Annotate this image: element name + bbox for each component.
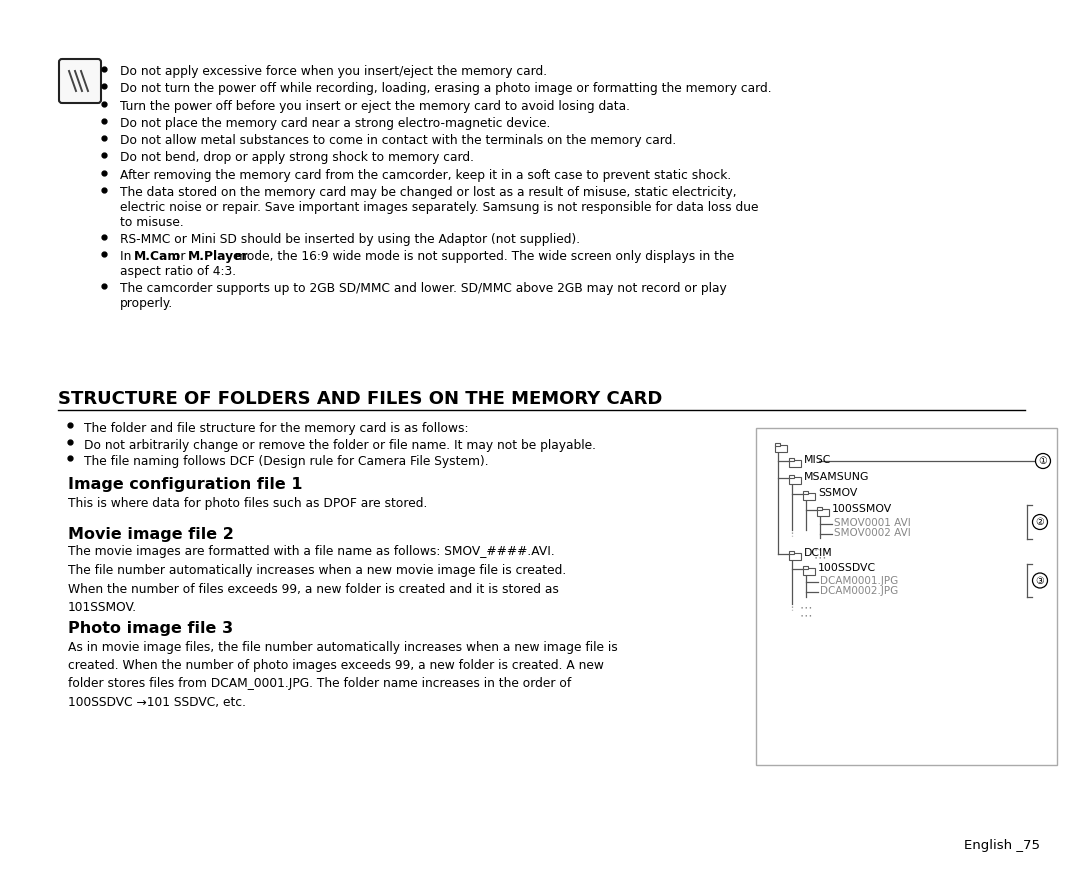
Text: Turn the power off before you insert or eject the memory card to avoid losing da: Turn the power off before you insert or … xyxy=(120,100,630,113)
Text: STRUCTURE OF FOLDERS AND FILES ON THE MEMORY CARD: STRUCTURE OF FOLDERS AND FILES ON THE ME… xyxy=(58,390,662,408)
Bar xyxy=(775,445,787,452)
Text: MSAMSUNG: MSAMSUNG xyxy=(804,472,869,482)
Text: As in movie image files, the file number automatically increases when a new imag: As in movie image files, the file number… xyxy=(68,641,618,709)
Text: or: or xyxy=(168,250,189,263)
Text: M.Cam: M.Cam xyxy=(134,250,181,263)
Text: electric noise or repair. Save important images separately. Samsung is not respo: electric noise or repair. Save important… xyxy=(120,201,758,214)
Text: SSMOV: SSMOV xyxy=(818,488,858,498)
Text: ①: ① xyxy=(1039,456,1048,466)
Text: M.Player: M.Player xyxy=(188,250,248,263)
Text: ⋯: ⋯ xyxy=(813,551,826,564)
Text: properly.: properly. xyxy=(120,297,173,310)
Text: The movie images are formatted with a file name as follows: SMOV_####.AVI.
The f: The movie images are formatted with a fi… xyxy=(68,545,566,614)
Text: After removing the memory card from the camcorder, keep it in a soft case to pre: After removing the memory card from the … xyxy=(120,169,731,182)
Text: ⋯: ⋯ xyxy=(813,543,826,556)
Text: In: In xyxy=(120,250,135,263)
Text: The data stored on the memory card may be changed or lost as a result of misuse,: The data stored on the memory card may b… xyxy=(120,186,737,199)
Bar xyxy=(804,493,815,500)
Text: DCAM0002.JPG: DCAM0002.JPG xyxy=(820,586,899,596)
Text: Do not arbitrarily change or remove the folder or file name. It may not be playa: Do not arbitrarily change or remove the … xyxy=(84,439,596,452)
Text: The folder and file structure for the memory card is as follows:: The folder and file structure for the me… xyxy=(84,422,469,435)
Bar xyxy=(804,568,815,574)
Text: Image configuration file 1: Image configuration file 1 xyxy=(68,477,302,493)
Bar xyxy=(804,565,808,568)
Text: ②: ② xyxy=(1036,517,1044,527)
Text: 100SSMOV: 100SSMOV xyxy=(832,504,892,514)
Bar xyxy=(789,553,801,559)
Text: SMOV0001 AVI: SMOV0001 AVI xyxy=(834,518,910,528)
Text: Do not bend, drop or apply strong shock to memory card.: Do not bend, drop or apply strong shock … xyxy=(120,151,474,164)
Text: ⋯: ⋯ xyxy=(800,601,812,614)
Circle shape xyxy=(1032,515,1048,530)
Text: English _75: English _75 xyxy=(964,839,1040,852)
Text: SMOV0002 AVI: SMOV0002 AVI xyxy=(834,528,910,538)
Text: MISC: MISC xyxy=(804,455,832,465)
Text: Do not place the memory card near a strong electro-magnetic device.: Do not place the memory card near a stro… xyxy=(120,117,551,130)
Bar xyxy=(789,477,801,483)
Bar xyxy=(789,551,794,553)
Text: Movie image file 2: Movie image file 2 xyxy=(68,526,234,542)
Bar xyxy=(789,475,794,477)
Text: DCAM0001.JPG: DCAM0001.JPG xyxy=(820,576,899,586)
Text: The camcorder supports up to 2GB SD/MMC and lower. SD/MMC above 2GB may not reco: The camcorder supports up to 2GB SD/MMC … xyxy=(120,282,727,295)
Text: The file naming follows DCF (Design rule for Camera File System).: The file naming follows DCF (Design rule… xyxy=(84,455,488,468)
Text: to misuse.: to misuse. xyxy=(120,216,184,229)
Text: RS-MMC or Mini SD should be inserted by using the Adaptor (not supplied).: RS-MMC or Mini SD should be inserted by … xyxy=(120,233,580,246)
Text: DCIM: DCIM xyxy=(804,548,833,558)
Text: ③: ③ xyxy=(1036,575,1044,586)
Bar xyxy=(816,509,829,516)
Text: Photo image file 3: Photo image file 3 xyxy=(68,621,233,636)
Circle shape xyxy=(1036,454,1051,468)
Text: Do not apply excessive force when you insert/eject the memory card.: Do not apply excessive force when you in… xyxy=(120,65,548,78)
Bar xyxy=(789,457,794,461)
FancyBboxPatch shape xyxy=(59,59,102,103)
Bar xyxy=(789,460,801,467)
Text: Do not turn the power off while recording, loading, erasing a photo image or for: Do not turn the power off while recordin… xyxy=(120,82,771,95)
Circle shape xyxy=(1032,573,1048,588)
Text: aspect ratio of 4:3.: aspect ratio of 4:3. xyxy=(120,265,237,278)
Bar xyxy=(756,428,1057,765)
Bar xyxy=(775,442,780,446)
Bar xyxy=(804,490,808,494)
Text: This is where data for photo files such as DPOF are stored.: This is where data for photo files such … xyxy=(68,496,428,510)
Text: ⋯: ⋯ xyxy=(800,609,812,622)
Text: 100SSDVC: 100SSDVC xyxy=(818,563,876,573)
Text: Do not allow metal substances to come in contact with the terminals on the memor: Do not allow metal substances to come in… xyxy=(120,135,676,147)
Text: mode, the 16:9 wide mode is not supported. The wide screen only displays in the: mode, the 16:9 wide mode is not supporte… xyxy=(231,250,734,263)
Bar xyxy=(816,507,822,510)
